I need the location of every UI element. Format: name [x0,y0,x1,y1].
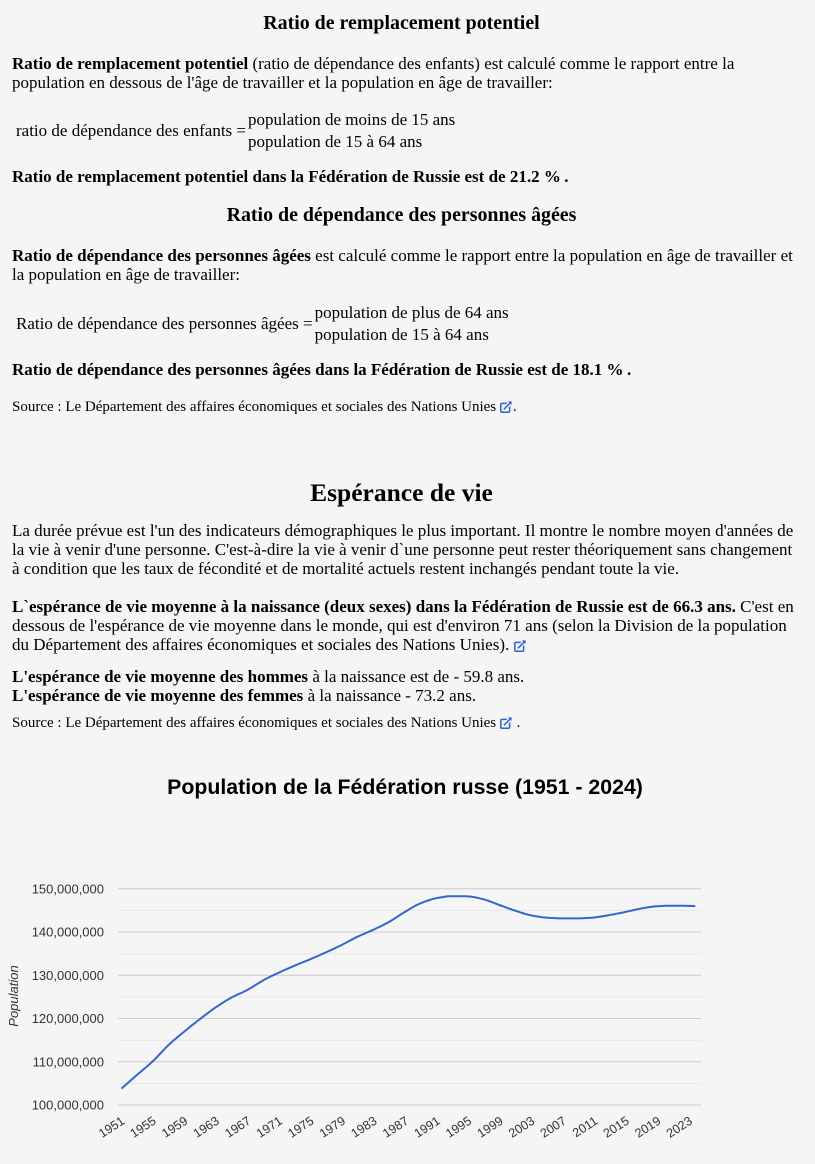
svg-text:150,000,000: 150,000,000 [32,881,104,896]
svg-text:110,000,000: 110,000,000 [33,1054,104,1069]
svg-text:1995: 1995 [443,1114,474,1141]
svg-text:100,000,000: 100,000,000 [32,1098,104,1113]
svg-text:1999: 1999 [475,1114,506,1141]
svg-text:1983: 1983 [348,1114,379,1141]
svg-text:2007: 2007 [538,1114,569,1141]
svg-text:2015: 2015 [601,1114,632,1141]
svg-text:1987: 1987 [380,1114,411,1141]
svg-text:1955: 1955 [128,1114,159,1141]
svg-text:1963: 1963 [191,1114,222,1141]
svg-text:2011: 2011 [570,1114,600,1140]
svg-text:2023: 2023 [664,1114,695,1141]
svg-text:140,000,000: 140,000,000 [32,925,104,940]
svg-text:1979: 1979 [317,1114,348,1141]
svg-text:Population: Population [6,965,21,1026]
svg-text:1975: 1975 [285,1114,316,1141]
svg-text:1967: 1967 [222,1114,253,1141]
svg-text:2019: 2019 [632,1114,663,1141]
svg-text:1951: 1951 [96,1114,127,1141]
svg-text:120,000,000: 120,000,000 [32,1011,104,1026]
svg-text:1959: 1959 [159,1114,190,1141]
svg-text:1971: 1971 [254,1114,285,1141]
svg-text:2003: 2003 [506,1114,537,1141]
svg-text:1991: 1991 [412,1114,443,1141]
svg-text:130,000,000: 130,000,000 [32,968,104,983]
